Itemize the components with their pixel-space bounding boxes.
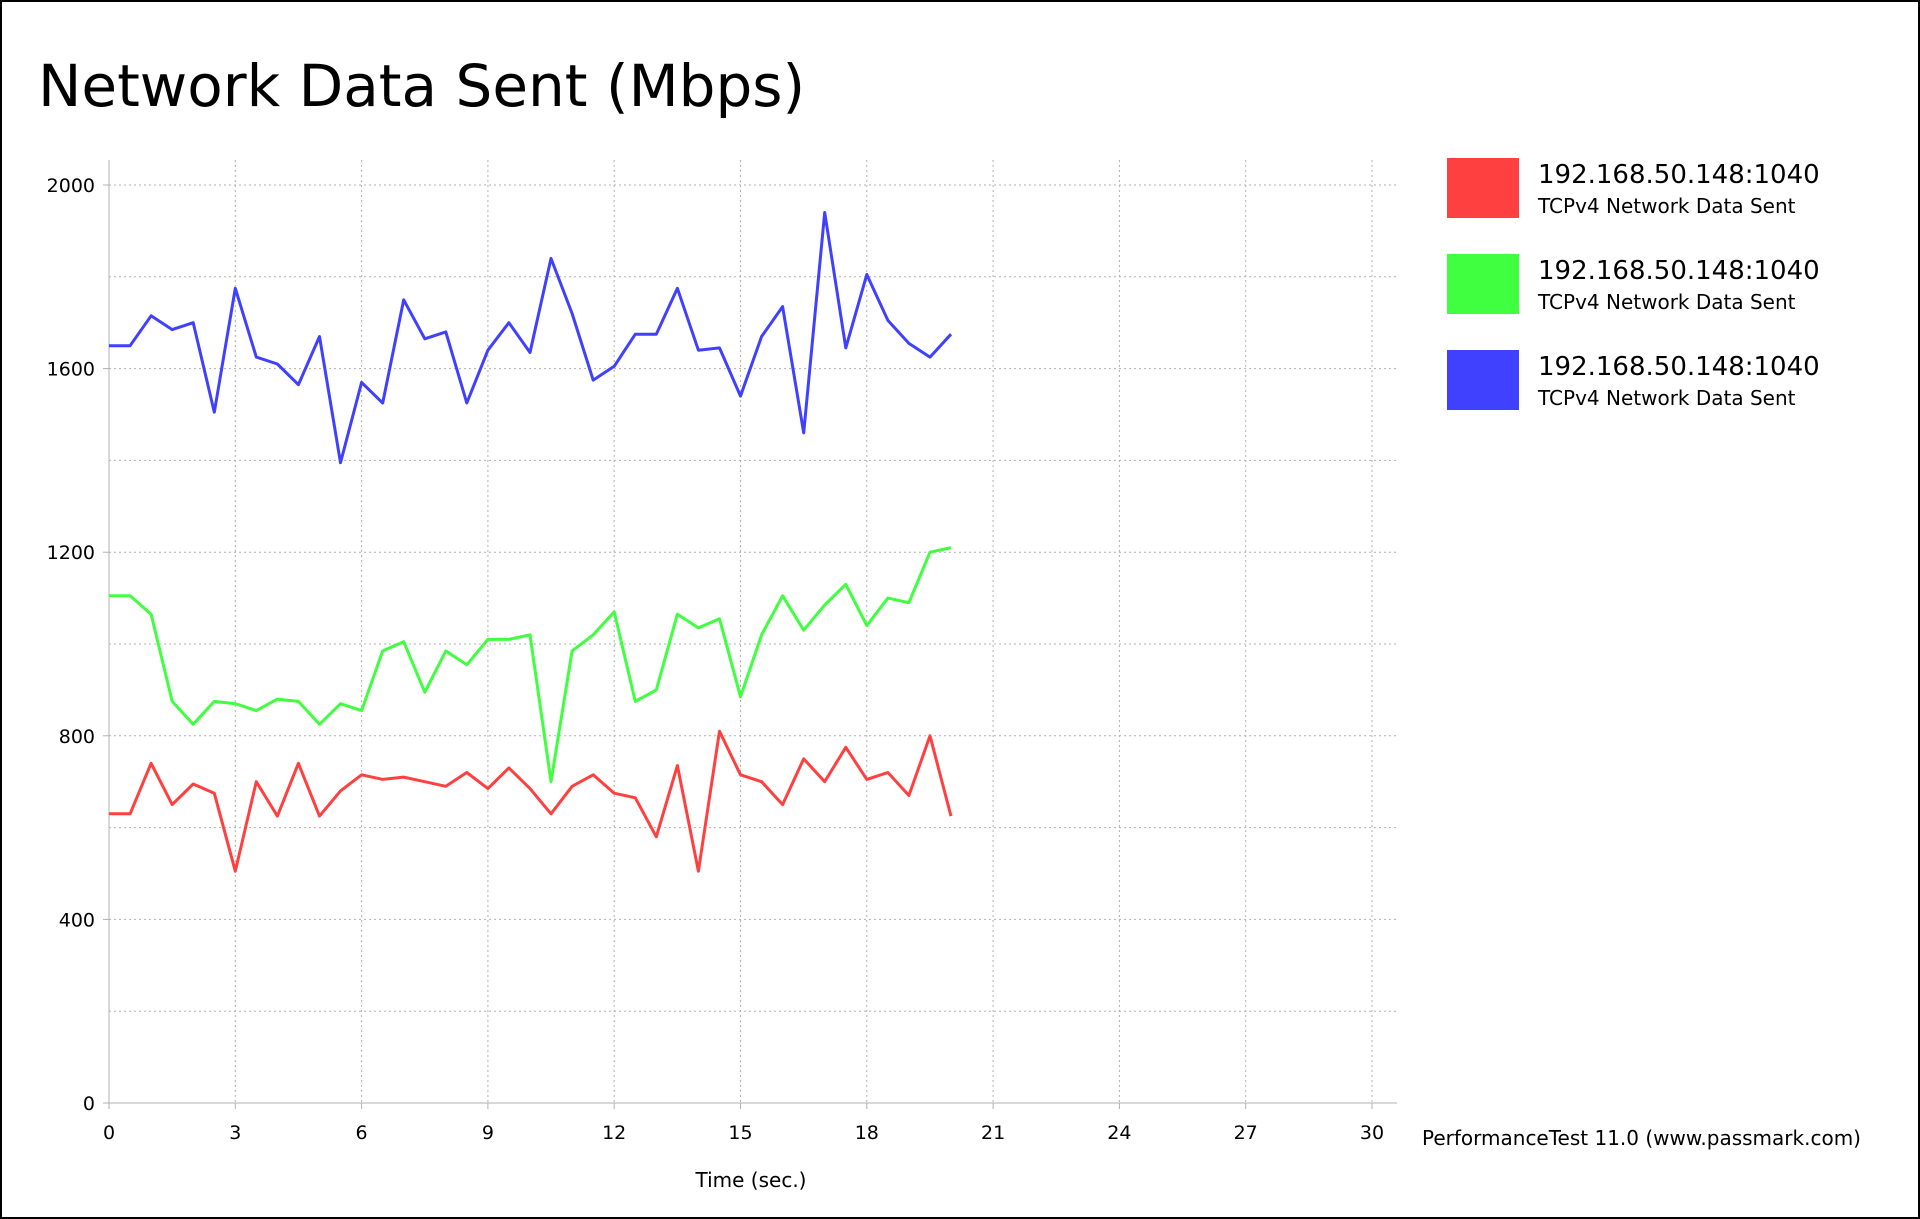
y-tick-label: 1200	[47, 542, 95, 564]
legend-series-description: TCPv4 Network Data Sent	[1537, 194, 1796, 218]
x-tick-label: 24	[1107, 1122, 1131, 1144]
x-tick-label: 18	[855, 1122, 879, 1144]
legend-swatch	[1447, 158, 1519, 218]
legend: 192.168.50.148:1040 TCPv4 Network Data Se…	[1447, 158, 1820, 410]
x-axis-ticks: 0 3 6 9 12 15 18 21 24 27 30	[103, 1103, 1384, 1144]
x-tick-label: 15	[728, 1122, 752, 1144]
series-lines	[109, 211, 953, 873]
y-tick-label: 800	[59, 726, 95, 748]
x-tick-label: 3	[229, 1122, 241, 1144]
footer-credit: PerformanceTest 11.0 (www.passmark.com)	[1422, 1126, 1861, 1150]
legend-series-description: TCPv4 Network Data Sent	[1537, 386, 1796, 410]
grid-lines	[108, 160, 1397, 1104]
x-tick-label: 0	[103, 1122, 115, 1144]
y-tick-label: 400	[59, 909, 95, 931]
legend-series-name: 192.168.50.148:1040	[1538, 160, 1820, 190]
legend-item: 192.168.50.148:1040 TCPv4 Network Data Se…	[1447, 350, 1820, 410]
legend-swatch	[1447, 350, 1519, 410]
x-tick-label: 27	[1234, 1122, 1258, 1144]
legend-series-description: TCPv4 Network Data Sent	[1537, 290, 1796, 314]
y-axis-ticks: 0 400 800 1200 1600 2000	[47, 175, 109, 1115]
legend-swatch	[1447, 254, 1519, 314]
x-tick-label: 9	[482, 1122, 494, 1144]
y-tick-label: 1600	[47, 359, 95, 381]
y-tick-label: 0	[83, 1093, 95, 1115]
x-tick-label: 30	[1360, 1122, 1384, 1144]
series-line-3	[109, 211, 953, 465]
legend-series-name: 192.168.50.148:1040	[1538, 256, 1820, 286]
y-tick-label: 2000	[47, 175, 95, 197]
x-tick-label: 21	[981, 1122, 1005, 1144]
chart-title: Network Data Sent (Mbps)	[38, 52, 805, 120]
legend-item: 192.168.50.148:1040 TCPv4 Network Data Se…	[1447, 254, 1820, 314]
x-tick-label: 12	[602, 1122, 626, 1144]
legend-series-name: 192.168.50.148:1040	[1538, 352, 1820, 382]
x-tick-label: 6	[356, 1122, 368, 1144]
x-axis-title: Time (sec.)	[695, 1168, 807, 1192]
legend-item: 192.168.50.148:1040 TCPv4 Network Data Se…	[1447, 158, 1820, 218]
series-line-1	[109, 729, 953, 873]
series-line-2	[109, 546, 952, 784]
